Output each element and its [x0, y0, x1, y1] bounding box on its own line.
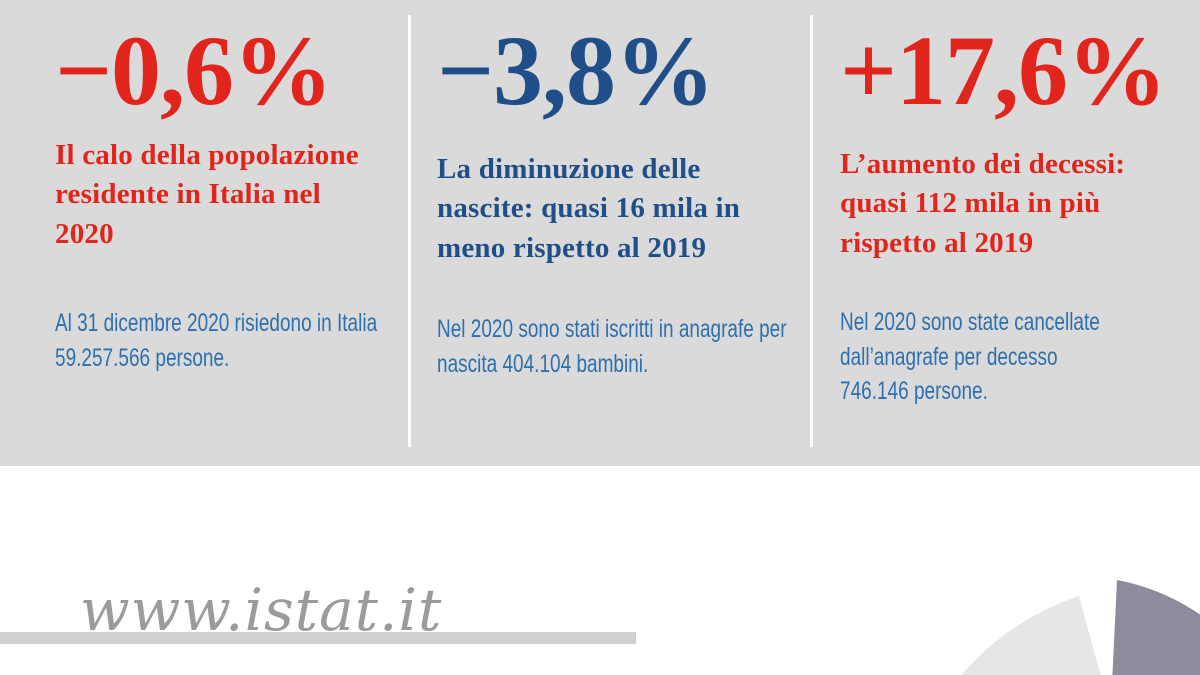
stat-value: −3,8%	[437, 15, 715, 126]
stats-panel: −0,6% Il calo della popolazione resident…	[0, 0, 1200, 466]
stat-description: Nel 2020 sono stati iscritti in anagrafe…	[437, 315, 787, 378]
stat-description: Al 31 dicembre 2020 risiedono in Italia …	[55, 309, 378, 372]
stat-heading: La diminuzione delle nascite: quasi 16 m…	[437, 153, 741, 264]
footer-underline	[0, 632, 636, 644]
column-divider	[810, 15, 813, 447]
website-link[interactable]: www.istat.it	[80, 576, 443, 644]
column-divider	[408, 15, 411, 447]
stat-description: Nel 2020 sono state cancellate dall’anag…	[840, 308, 1100, 405]
pie-slice-dark	[1112, 580, 1200, 675]
stat-value: +17,6%	[840, 15, 1167, 126]
pie-slice-light	[961, 596, 1101, 675]
stat-heading: L’aumento dei decessi: quasi 112 mila in…	[840, 148, 1126, 259]
stat-heading: Il calo della popolazione residente in I…	[55, 139, 359, 250]
pie-chart-decoration	[961, 580, 1200, 675]
stat-value: −0,6%	[55, 15, 333, 126]
